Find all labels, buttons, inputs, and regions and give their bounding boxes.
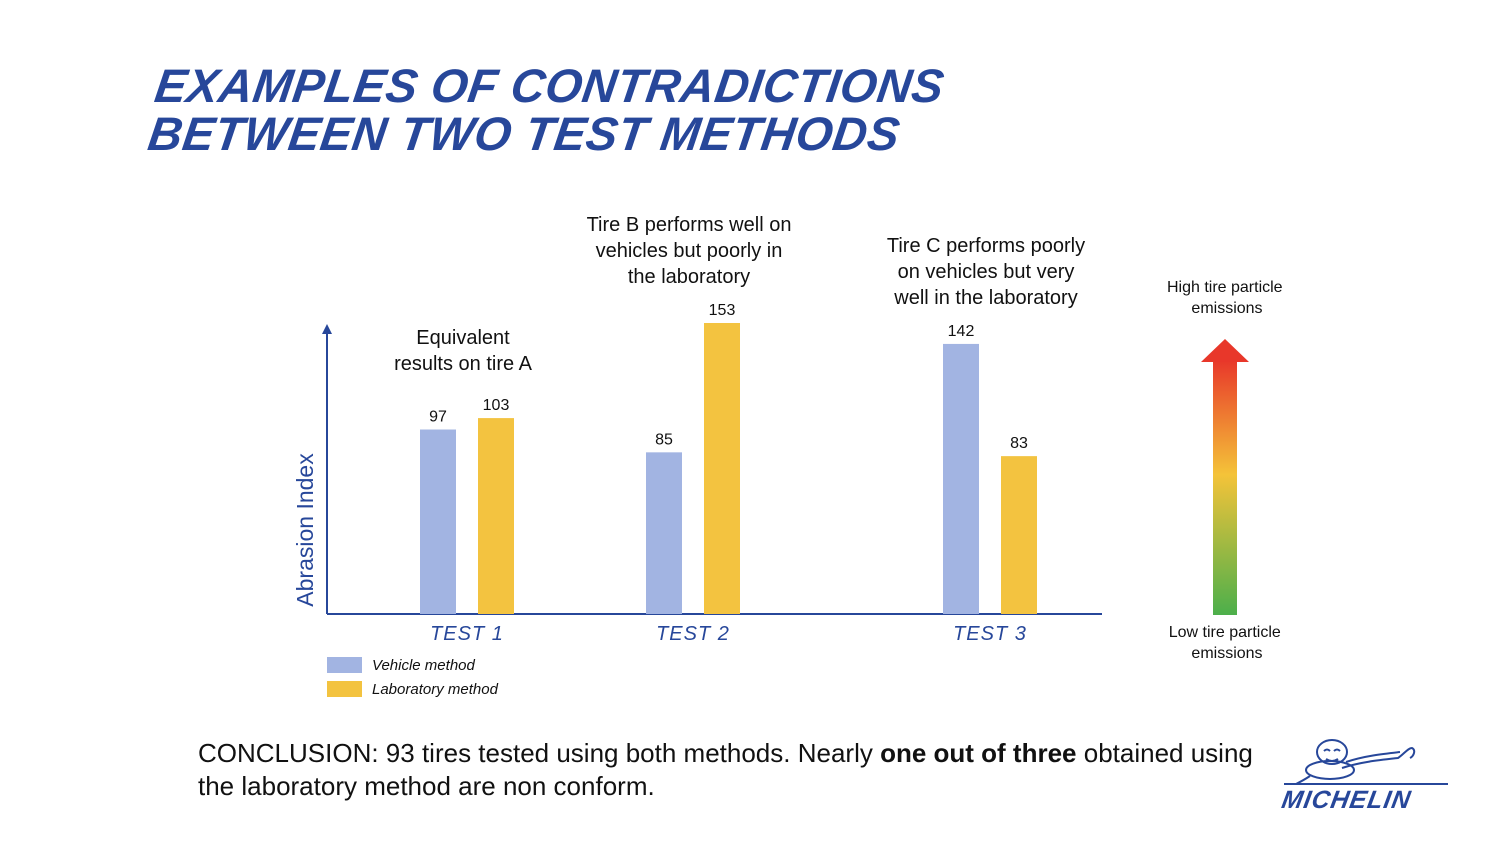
bar-laboratory-1 xyxy=(478,418,514,614)
bar-laboratory-2 xyxy=(704,323,740,614)
x-tick-label-3: TEST 3 xyxy=(953,623,1027,645)
emission-scale-arrow-icon xyxy=(1201,339,1249,362)
conclusion-prefix: CONCLUSION: 93 tires tested using both m… xyxy=(198,738,881,768)
scale-top-label: High tire particle emissions xyxy=(1167,279,1287,317)
conclusion-suffix: obtained using the laboratory method are… xyxy=(198,738,1253,801)
emission-scale-bar xyxy=(1213,360,1237,615)
michelin-logo-text: MICHELIN xyxy=(1279,786,1414,814)
bar-vehicle-2 xyxy=(646,452,682,614)
annotation-2: Tire B performs well on vehicles but poor… xyxy=(587,214,792,288)
conclusion-emphasis: one out of three xyxy=(880,738,1077,768)
annotation-3: Tire C performs poorly on vehicles but ve… xyxy=(887,235,1085,309)
michelin-man-icon xyxy=(1284,739,1448,785)
legend-label-laboratory: Laboratory method xyxy=(372,681,499,698)
bar-laboratory-3 xyxy=(1001,456,1037,614)
data-label-vehicle-1: 97 xyxy=(429,409,447,426)
y-axis-arrow xyxy=(322,324,332,334)
x-tick-label-2: TEST 2 xyxy=(656,623,730,645)
bar-vehicle-3 xyxy=(943,343,979,614)
data-label-vehicle-2: 85 xyxy=(655,431,673,448)
x-tick-label-1: TEST 1 xyxy=(430,623,504,645)
bar-vehicle-1 xyxy=(420,429,456,614)
y-axis-label: Abrasion Index xyxy=(292,453,318,607)
legend-swatch-vehicle xyxy=(327,657,362,673)
legend-swatch-laboratory xyxy=(327,681,362,697)
data-label-laboratory-1: 103 xyxy=(483,397,510,414)
data-label-laboratory-2: 153 xyxy=(709,302,736,319)
data-label-vehicle-3: 142 xyxy=(948,323,975,340)
conclusion-text: CONCLUSION: 93 tires tested using both m… xyxy=(198,737,1278,803)
scale-bottom-label: Low tire particle emissions xyxy=(1169,624,1286,662)
annotation-1: Equivalent results on tire A xyxy=(394,327,533,375)
data-label-laboratory-3: 83 xyxy=(1010,435,1028,452)
legend-label-vehicle: Vehicle method xyxy=(372,657,475,674)
